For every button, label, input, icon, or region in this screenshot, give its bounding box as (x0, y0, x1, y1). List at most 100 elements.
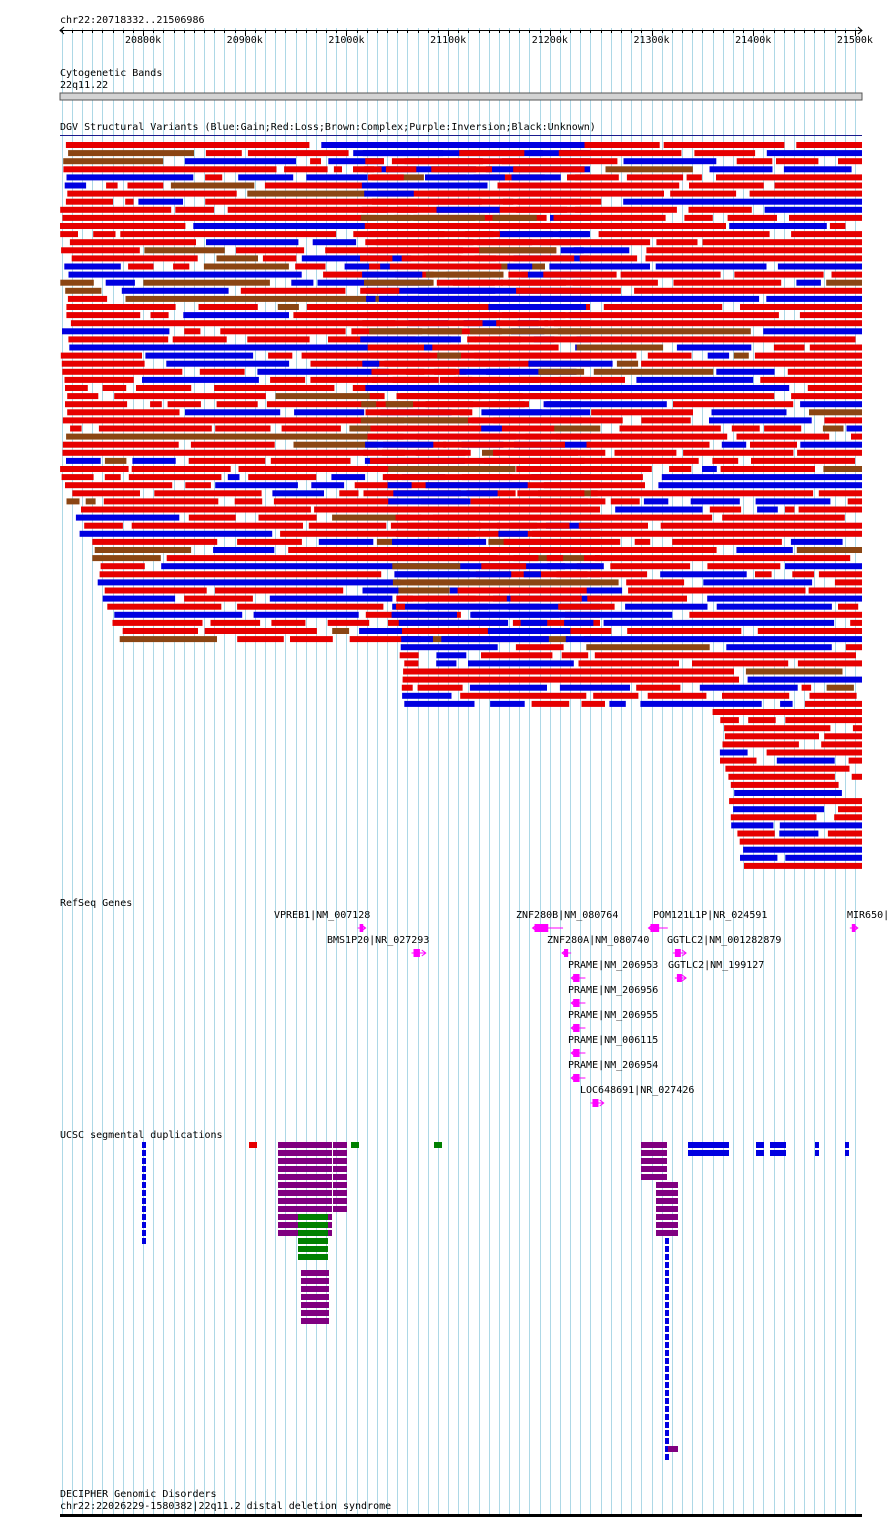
segdup-block (665, 1254, 669, 1260)
dgv-variant (65, 142, 310, 148)
dgv-variant (702, 466, 717, 472)
dgv-variant (271, 619, 306, 626)
segdup-block (665, 1406, 669, 1412)
dgv-variant (501, 425, 555, 432)
dgv-variant (235, 247, 305, 254)
cytoband-bar (59, 92, 863, 101)
segdup-block (665, 1294, 669, 1300)
dgv-variant (84, 522, 123, 529)
dgv-variant (214, 587, 344, 594)
dgv-variant (777, 263, 862, 270)
gene-label[interactable]: ZNF280B|NM_080764 (516, 910, 619, 921)
dgv-variant (360, 417, 468, 424)
dgv-variant (67, 295, 108, 302)
cytoband-track-title[interactable]: Cytogenetic Bands (60, 68, 163, 79)
gene-label[interactable]: ZNF280A|NM_080740 (547, 935, 650, 946)
dgv-variant (205, 174, 223, 181)
dgv-variant (516, 287, 621, 294)
gene-label[interactable]: PRAME|NM_206953 (568, 960, 659, 971)
dgv-variant (103, 498, 219, 505)
dgv-variant (142, 376, 259, 383)
decipher-item-label[interactable]: chr22:22026229-1580382|22q11.2 distal de… (60, 1501, 392, 1512)
dgv-variant (796, 547, 862, 553)
dgv-variant (669, 466, 692, 472)
gene-label[interactable]: PRAME|NM_206956 (568, 985, 659, 996)
gene-label[interactable]: GGTLC2|NM_199127 (668, 960, 765, 971)
dgv-variant (722, 741, 799, 748)
dgv-variant (586, 441, 710, 448)
dgv-variant (185, 409, 281, 416)
ruler-right-arrow (857, 26, 863, 35)
gene-exon (564, 949, 569, 957)
dgv-variant (210, 619, 261, 626)
dgv-variant (729, 798, 862, 805)
dgv-variant (294, 409, 365, 416)
dgv-variant (634, 287, 862, 294)
segdup-block (665, 1334, 669, 1340)
dgv-variant (247, 336, 310, 343)
dgv-variant (726, 644, 832, 651)
dgv-variant (627, 628, 742, 634)
segdup-block (656, 1198, 678, 1204)
dgv-variant (365, 239, 533, 246)
dgv-variant (432, 344, 559, 351)
segdup-block (756, 1142, 764, 1148)
gene-label[interactable]: GGTLC2|NM_001282879 (667, 935, 782, 946)
segdup-block (665, 1270, 669, 1276)
segdup-block (656, 1206, 678, 1212)
dgv-variant (394, 571, 512, 578)
dgv-variant (575, 206, 677, 213)
dgv-variant (747, 676, 862, 683)
dgv-variant (766, 749, 862, 756)
dgv-variant (92, 555, 161, 562)
dgv-variant (824, 417, 862, 424)
dgv-variant (216, 255, 258, 262)
dgv-variant (516, 206, 568, 213)
decipher-track-title[interactable]: DECIPHER Genomic Disorders (60, 1489, 217, 1500)
gene-label[interactable]: LOC648691|NR_027426 (580, 1085, 695, 1096)
dgv-variant (257, 368, 389, 375)
dgv-variant (703, 579, 813, 586)
segdup-block (301, 1294, 329, 1300)
gene-label[interactable]: POM121L1P|NR_024591 (653, 910, 768, 921)
gene-strand-arrow (561, 949, 567, 957)
segdup-block (770, 1150, 786, 1156)
dgv-variant (401, 636, 433, 643)
dgv-variant (469, 684, 547, 691)
dgv-variant (804, 700, 862, 707)
gene-label[interactable]: PRAME|NM_006115 (568, 1035, 659, 1046)
dgv-variant (61, 247, 140, 254)
gene-label[interactable]: BMS1P20|NR_027293 (327, 935, 430, 946)
dgv-variant (702, 239, 862, 246)
dgv-variant (626, 579, 685, 586)
dgv-variant (470, 611, 673, 618)
refseq-track-title[interactable]: RefSeq Genes (60, 898, 133, 909)
dgv-variant (492, 214, 537, 221)
dgv-variant (332, 514, 410, 521)
dgv-variant (724, 725, 831, 732)
dgv-variant (310, 376, 378, 383)
dgv-variant (683, 449, 794, 456)
dgv-variant (427, 328, 502, 335)
dgv-variant (369, 393, 385, 400)
dgv-variant (175, 206, 215, 213)
gene-label[interactable]: MIR650| (847, 910, 890, 921)
gene-label[interactable]: VPREB1|NM_007128 (274, 910, 371, 921)
gene-label[interactable]: PRAME|NM_206954 (568, 1060, 659, 1071)
segdup-track-title[interactable]: UCSC segmental duplications (60, 1130, 223, 1141)
dgv-variant (517, 490, 585, 497)
segdup-block (665, 1318, 669, 1324)
segdup-block (278, 1150, 332, 1156)
gene-strand-arrow (570, 1024, 576, 1032)
segdup-block (845, 1150, 849, 1156)
dgv-track-title[interactable]: DGV Structural Variants (Blue:Gain;Red:L… (60, 122, 596, 133)
dgv-variant (154, 490, 262, 497)
dgv-variant (459, 368, 520, 375)
dgv-variant (184, 158, 296, 165)
dgv-variant (471, 417, 623, 424)
dgv-variant (590, 490, 814, 497)
dgv-variant (757, 628, 862, 634)
dgv-variant (543, 482, 645, 489)
dgv-variant (362, 320, 483, 327)
gene-label[interactable]: PRAME|NM_206955 (568, 1010, 659, 1021)
